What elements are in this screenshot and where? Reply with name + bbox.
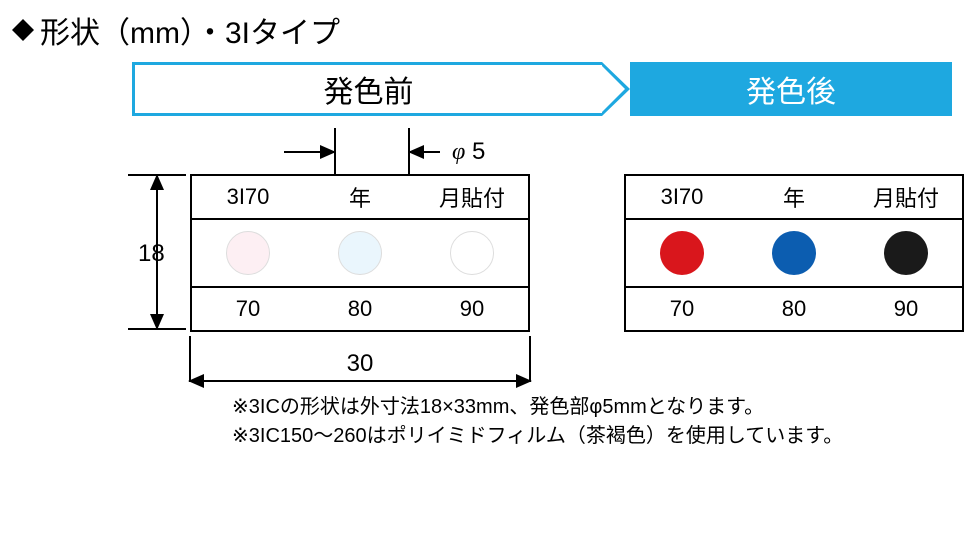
after-column: 3I70 年 月貼付 70 80 90 xyxy=(624,122,964,382)
dot-cell xyxy=(738,220,850,286)
title-text: 形状（mm）・3Iタイプ xyxy=(40,8,340,52)
dim-tick-icon xyxy=(529,336,531,382)
label-cell: 年 xyxy=(738,176,850,220)
note-line: ※3IC150～260はポリイミドフィルム（茶褐色）を使用しています。 xyxy=(232,419,964,448)
dim-diameter: φ 5 xyxy=(284,128,485,176)
note-line: ※3ICの形状は外寸法18×33mm、発色部φ5mmとなります。 xyxy=(232,390,964,419)
dim-height-label: 18 xyxy=(138,240,165,268)
notes: ※3ICの形状は外寸法18×33mm、発色部φ5mmとなります。 ※3IC150… xyxy=(232,390,964,448)
indicator-dot xyxy=(450,231,494,275)
label-cell: 90 xyxy=(416,286,528,330)
label-cell: 年 xyxy=(304,176,416,220)
indicator-dot xyxy=(226,231,270,275)
dot-cell xyxy=(416,220,528,286)
dot-cell xyxy=(626,220,738,286)
label-cell: 70 xyxy=(626,286,738,330)
dot-cell xyxy=(192,220,304,286)
indicator-dot xyxy=(884,231,928,275)
label-cell: 90 xyxy=(850,286,962,330)
state-header: 発色前 発色後 xyxy=(132,62,952,116)
label-cell: 80 xyxy=(738,286,850,330)
indicator-dot xyxy=(772,231,816,275)
label-cell: 80 xyxy=(304,286,416,330)
dim-arrow-icon xyxy=(190,380,530,382)
arrow-notch-icon xyxy=(602,62,630,116)
indicator-dot xyxy=(660,231,704,275)
diamond-icon xyxy=(12,8,34,30)
dot-cell xyxy=(850,220,962,286)
title-row: 形状（mm）・3Iタイプ xyxy=(12,8,964,52)
dim-width: 30 xyxy=(190,350,530,382)
before-column: φ 5 18 3I70 年 月貼付 70 80 90 30 xyxy=(122,122,624,382)
dim-tick-icon xyxy=(334,128,336,176)
before-label: 発色前 xyxy=(324,67,414,111)
label-cell: 3I70 xyxy=(626,176,738,220)
after-label: 発色後 xyxy=(746,67,836,111)
label-before: 3I70 年 月貼付 70 80 90 xyxy=(190,174,530,332)
indicator-dot xyxy=(338,231,382,275)
label-cell: 70 xyxy=(192,286,304,330)
main-area: φ 5 18 3I70 年 月貼付 70 80 90 30 xyxy=(122,122,964,382)
label-cell: 月貼付 xyxy=(850,176,962,220)
dim-diameter-label: φ 5 xyxy=(452,138,485,166)
dim-arrow-icon xyxy=(410,151,440,153)
dim-arrow-icon xyxy=(284,151,334,153)
label-cell: 3I70 xyxy=(192,176,304,220)
dim-width-label: 30 xyxy=(347,350,374,378)
label-after: 3I70 年 月貼付 70 80 90 xyxy=(624,174,964,332)
before-header: 発色前 xyxy=(132,62,602,116)
label-cell: 月貼付 xyxy=(416,176,528,220)
after-header: 発色後 xyxy=(630,62,952,116)
dot-cell xyxy=(304,220,416,286)
dim-tick-icon xyxy=(189,336,191,382)
